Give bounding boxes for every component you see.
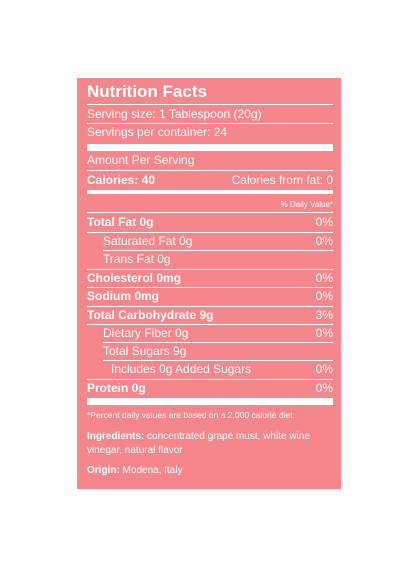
calories-label: Calories: 40 (87, 173, 156, 187)
nutrient-row: Total Fat 0g 0% (87, 215, 333, 229)
nutrition-facts-title: Nutrition Facts (87, 82, 207, 101)
nutrient-dv: 0% (315, 271, 333, 285)
nutrient-label: Includes 0g Added Sugars (111, 362, 252, 376)
divider (103, 250, 333, 251)
nutrient-label: Trans Fat 0g (103, 252, 171, 266)
origin-text: Modena, Italy (119, 465, 183, 476)
thick-divider (87, 398, 333, 405)
nutrient-label: Total Fat 0g (87, 215, 154, 229)
nutrient-dv: 0% (315, 326, 333, 340)
divider (87, 212, 333, 213)
nutrient-dv: 0% (315, 289, 333, 303)
nutrient-label: Protein 0g (87, 381, 146, 395)
calories-from-fat: Calories from fat: 0 (231, 173, 333, 187)
thick-divider (87, 144, 333, 151)
nutrient-label: Dietary Fiber 0g (103, 326, 189, 340)
nutrient-row: Sodium 0mg 0% (87, 289, 333, 303)
ingredients-text: concentrated grape must, white wine vine… (87, 431, 310, 456)
thick-divider (87, 190, 333, 194)
ingredients: Ingredients: concentrated grape must, wh… (87, 430, 331, 458)
nutrient-row: Saturated Fat 0g 0% (87, 234, 333, 248)
divider (87, 170, 333, 171)
daily-value-footnote: *Percent daily values are based on a 2,0… (87, 410, 295, 420)
amount-per-serving: Amount Per Serving (87, 153, 195, 167)
serving-size: Serving size: 1 Tablespoon (20g) (87, 107, 262, 121)
divider (87, 269, 333, 270)
nutrient-row: Total Carbohydrate 9g 3% (87, 308, 333, 322)
nutrient-row: Trans Fat 0g (87, 252, 333, 266)
divider (87, 123, 333, 124)
divider (87, 104, 333, 105)
divider (87, 287, 333, 288)
nutrient-row: Dietary Fiber 0g 0% (87, 326, 333, 340)
nutrient-dv: 0% (315, 381, 333, 395)
origin: Origin: Modena, Italy (87, 465, 183, 476)
nutrient-row: Protein 0g 0% (87, 381, 333, 395)
nutrient-label: Saturated Fat 0g (103, 234, 193, 248)
nutrient-dv: 0% (315, 362, 333, 376)
nutrient-row: Total Sugars 9g (87, 344, 333, 358)
nutrient-label: Total Sugars 9g (103, 344, 187, 358)
nutrient-label: Total Carbohydrate 9g (87, 308, 214, 322)
nutrient-label: Sodium 0mg (87, 289, 160, 303)
nutrient-label: Cholesterol 0mg (87, 271, 182, 285)
divider (87, 379, 333, 380)
divider (87, 306, 333, 307)
nutrient-row: Includes 0g Added Sugars 0% (87, 362, 333, 376)
divider (87, 324, 333, 325)
nutrient-row: Cholesterol 0mg 0% (87, 271, 333, 285)
nutrient-dv: 0% (315, 215, 333, 229)
daily-value-header: % Daily Value* (280, 200, 333, 209)
nutrient-dv: 0% (315, 234, 333, 248)
ingredients-label: Ingredients: (87, 431, 145, 442)
divider (103, 360, 333, 361)
servings-per-container: Servings per container: 24 (87, 125, 228, 139)
nutrient-dv: 3% (315, 308, 333, 322)
divider (87, 232, 333, 233)
calories-row: Calories: 40 Calories from fat: 0 (87, 173, 333, 187)
origin-label: Origin: (87, 465, 120, 476)
divider (103, 342, 333, 343)
nutrition-facts-panel: Nutrition Facts Serving size: 1 Tablespo… (77, 78, 341, 489)
